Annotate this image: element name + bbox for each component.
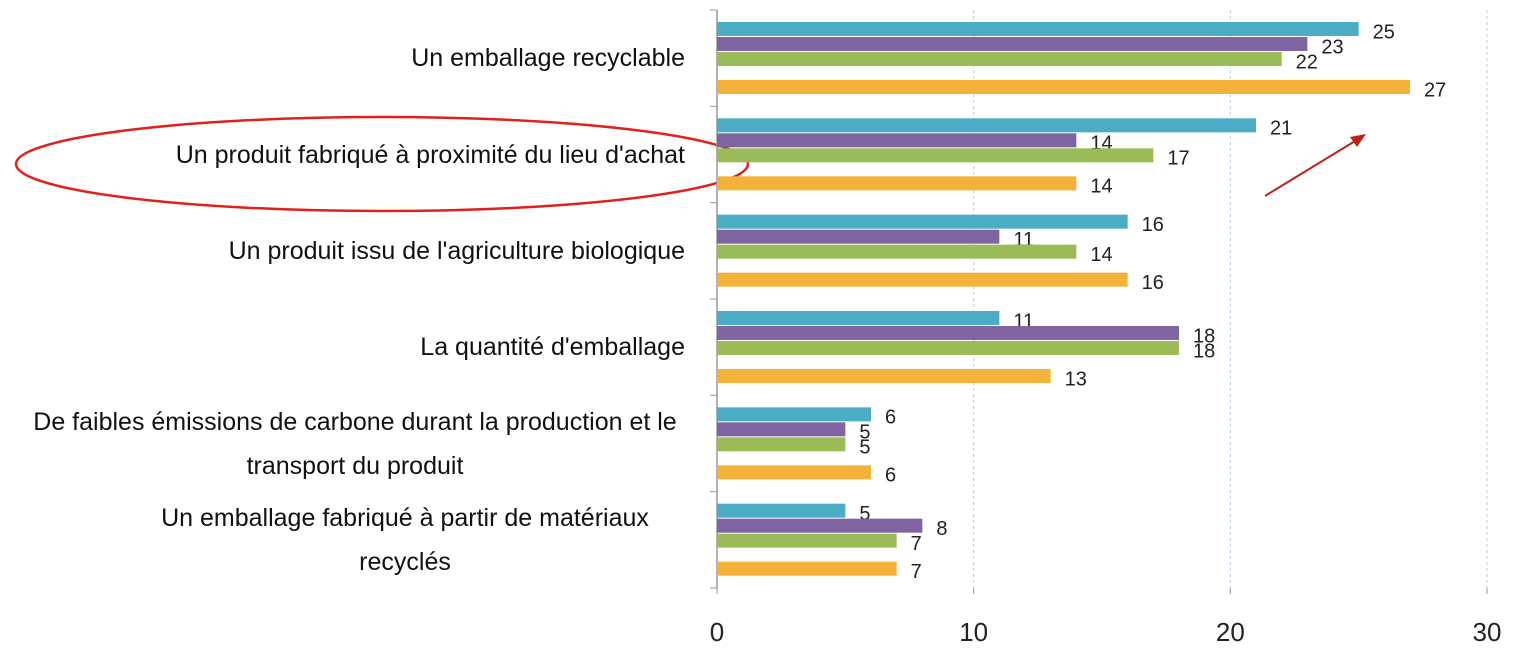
data-label: 5	[859, 503, 870, 525]
bar	[717, 561, 897, 576]
x-tick-label: 20	[1216, 617, 1245, 647]
bar	[717, 533, 897, 548]
highlight-ellipse	[14, 115, 750, 213]
arrow-head	[1350, 134, 1366, 147]
trend-arrow	[1264, 137, 1361, 197]
data-label: 7	[911, 533, 922, 555]
bar	[717, 518, 923, 533]
bar	[717, 176, 1077, 191]
bar	[717, 22, 1359, 36]
category-label: Un produit issu de l'agriculture biologi…	[228, 236, 685, 265]
bar	[717, 52, 1282, 66]
data-label: 7	[911, 561, 922, 583]
bar	[717, 80, 1410, 94]
data-label: 13	[1065, 368, 1087, 390]
data-label: 14	[1090, 244, 1112, 266]
bar	[717, 503, 846, 518]
x-tick-label: 0	[710, 617, 724, 647]
x-tick-label: 10	[959, 617, 988, 647]
data-label: 18	[1193, 325, 1215, 347]
data-label: 5	[859, 437, 870, 459]
bar	[717, 326, 1179, 340]
bar	[717, 148, 1154, 163]
data-label: 23	[1321, 36, 1343, 58]
x-tick-label: 30	[1473, 617, 1502, 647]
data-label: 6	[885, 407, 896, 429]
data-label: 16	[1142, 272, 1164, 294]
data-label: 17	[1167, 148, 1189, 170]
data-label: 6	[885, 465, 896, 487]
bar	[717, 422, 846, 437]
bar	[717, 407, 871, 422]
category-label: Un emballage fabriqué à partir de matéri…	[161, 503, 649, 576]
bar	[717, 133, 1077, 148]
data-label: 21	[1270, 118, 1292, 140]
bar	[717, 341, 1179, 355]
data-label: 27	[1424, 79, 1446, 101]
data-label: 5	[859, 422, 870, 444]
bar	[717, 37, 1308, 51]
data-label: 22	[1296, 51, 1318, 73]
bar	[717, 272, 1128, 287]
data-label: 8	[936, 518, 947, 540]
category-label: Un emballage recyclable	[411, 44, 685, 73]
bar	[717, 369, 1051, 383]
category-label: Un produit fabriqué à proximité du lieu …	[175, 140, 685, 169]
category-label: De faibles émissions de carbone durant l…	[33, 407, 677, 480]
category-label: La quantité d'emballage	[420, 333, 685, 362]
data-label: 25	[1373, 21, 1395, 43]
bar	[717, 229, 1000, 244]
bar	[717, 244, 1077, 259]
bar	[717, 465, 871, 480]
bar	[717, 118, 1256, 133]
data-label: 18	[1193, 340, 1215, 362]
bar	[717, 214, 1128, 229]
bar	[717, 311, 1000, 325]
data-label: 14	[1090, 176, 1112, 198]
bar	[717, 437, 846, 452]
data-label: 16	[1142, 214, 1164, 236]
